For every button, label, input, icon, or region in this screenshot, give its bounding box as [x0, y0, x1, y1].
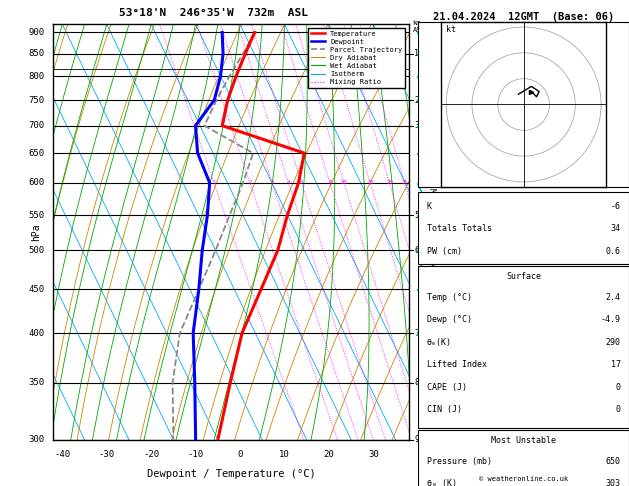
Bar [418, 430, 629, 486]
Text: 20: 20 [386, 180, 392, 185]
Text: 4: 4 [287, 180, 290, 185]
Text: 750: 750 [28, 96, 45, 104]
Text: 900: 900 [28, 28, 45, 37]
Text: 20: 20 [323, 450, 334, 459]
Text: 3: 3 [270, 180, 274, 185]
Text: 2: 2 [414, 96, 419, 104]
Text: -30: -30 [99, 450, 115, 459]
Text: 303: 303 [606, 479, 621, 486]
Text: PW (cm): PW (cm) [426, 247, 462, 256]
Text: Surface: Surface [506, 272, 541, 281]
Text: -10: -10 [187, 450, 204, 459]
Bar [418, 22, 629, 187]
Text: 0: 0 [616, 405, 621, 414]
Text: θₑ(K): θₑ(K) [426, 338, 452, 347]
Text: 5: 5 [414, 210, 419, 220]
Text: 500: 500 [28, 246, 45, 255]
Text: 650: 650 [28, 149, 45, 157]
Text: 290: 290 [606, 338, 621, 347]
Text: 9: 9 [414, 435, 419, 444]
Text: km
ASL: km ASL [413, 20, 425, 33]
Text: 8: 8 [328, 180, 331, 185]
Text: 2: 2 [248, 180, 252, 185]
Text: 0: 0 [616, 382, 621, 392]
Text: 0.6: 0.6 [606, 247, 621, 256]
Text: 53°18'N  246°35'W  732m  ASL: 53°18'N 246°35'W 732m ASL [119, 8, 308, 18]
Text: -6: -6 [611, 202, 621, 211]
Text: 300: 300 [28, 435, 45, 444]
Text: Temp (°C): Temp (°C) [426, 293, 472, 302]
Text: θₑ (K): θₑ (K) [426, 479, 457, 486]
Text: -20: -20 [143, 450, 159, 459]
Text: 1: 1 [212, 180, 216, 185]
Text: -4.9: -4.9 [601, 315, 621, 325]
Text: 21.04.2024  12GMT  (Base: 06): 21.04.2024 12GMT (Base: 06) [433, 12, 615, 22]
Text: 25: 25 [401, 180, 408, 185]
Text: Totals Totals: Totals Totals [426, 225, 492, 233]
Text: 7: 7 [414, 329, 419, 338]
Text: 8: 8 [414, 378, 419, 387]
Text: 550: 550 [28, 210, 45, 220]
Bar [418, 266, 629, 428]
Text: -40: -40 [54, 450, 70, 459]
Text: Most Unstable: Most Unstable [491, 435, 556, 445]
Text: 30: 30 [368, 450, 379, 459]
Text: 10: 10 [341, 180, 347, 185]
Text: K: K [426, 202, 431, 211]
Text: 5: 5 [300, 180, 303, 185]
Text: hPa: hPa [31, 223, 41, 241]
Text: 850: 850 [28, 49, 45, 58]
Text: 800: 800 [28, 71, 45, 81]
Text: 400: 400 [28, 329, 45, 338]
Text: 2.4: 2.4 [606, 293, 621, 302]
Text: © weatheronline.co.uk: © weatheronline.co.uk [479, 476, 568, 482]
Text: CIN (J): CIN (J) [426, 405, 462, 414]
Text: 600: 600 [28, 178, 45, 187]
Text: 700: 700 [28, 121, 45, 130]
Text: 650: 650 [606, 457, 621, 466]
Text: 6: 6 [414, 246, 419, 255]
Bar [418, 192, 629, 264]
Text: CAPE (J): CAPE (J) [426, 382, 467, 392]
Text: 450: 450 [28, 285, 45, 294]
Text: 10: 10 [279, 450, 290, 459]
Text: 17: 17 [611, 360, 621, 369]
Text: 15: 15 [367, 180, 374, 185]
Legend: Temperature, Dewpoint, Parcel Trajectory, Dry Adiabat, Wet Adiabat, Isotherm, Mi: Temperature, Dewpoint, Parcel Trajectory… [308, 28, 405, 88]
Text: 3: 3 [414, 121, 419, 130]
Text: Dewpoint / Temperature (°C): Dewpoint / Temperature (°C) [147, 469, 316, 479]
Text: Lifted Index: Lifted Index [426, 360, 487, 369]
Text: Dewp (°C): Dewp (°C) [426, 315, 472, 325]
Text: Mixing Ratio (g/kg): Mixing Ratio (g/kg) [428, 188, 437, 276]
Text: Pressure (mb): Pressure (mb) [426, 457, 492, 466]
Text: 34: 34 [611, 225, 621, 233]
Text: 0: 0 [237, 450, 243, 459]
Text: 350: 350 [28, 378, 45, 387]
Text: kt: kt [446, 25, 456, 34]
Text: 1: 1 [414, 49, 419, 58]
